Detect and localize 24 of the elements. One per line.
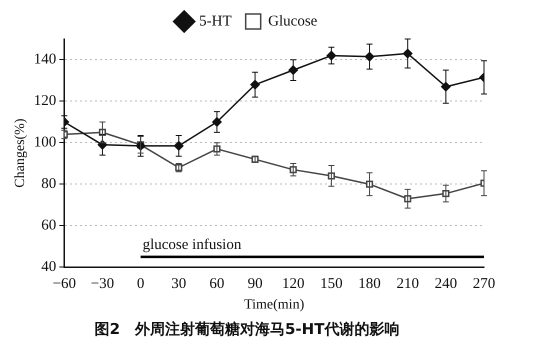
- x-tick-label: 150: [320, 276, 343, 292]
- x-tick-label: 270: [472, 276, 496, 292]
- annotation: glucose infusion: [142, 237, 242, 254]
- x-tick-label: 90: [248, 276, 263, 292]
- y-tick-label: 120: [34, 93, 56, 110]
- x-tick-label: 120: [282, 276, 304, 292]
- x-tick-label: −60: [52, 276, 76, 292]
- text: 图2 外周注射葡萄糖对海马5-HT代谢的影响: [94, 320, 400, 338]
- y-tick-label: 60: [41, 218, 56, 234]
- y-tick-label: 40: [41, 259, 56, 276]
- x-tick-label: 210: [396, 276, 419, 292]
- y-axis-title: Changes(%): [13, 118, 28, 188]
- y-tick-label: 100: [34, 134, 56, 151]
- y-tick-label: 140: [34, 52, 56, 68]
- x-axis-title: Time(min): [244, 297, 305, 312]
- x-tick-label: 240: [434, 276, 458, 292]
- legend-label: Glucose: [268, 13, 318, 30]
- x-tick-label: 0: [136, 276, 144, 292]
- x-tick-label: 180: [358, 276, 381, 292]
- y-tick-label: 80: [41, 176, 56, 192]
- x-tick-label: 60: [209, 276, 224, 292]
- legend-label: 5-HT: [199, 13, 232, 30]
- x-tick-label: 30: [171, 276, 186, 292]
- x-tick-label: −30: [90, 276, 114, 292]
